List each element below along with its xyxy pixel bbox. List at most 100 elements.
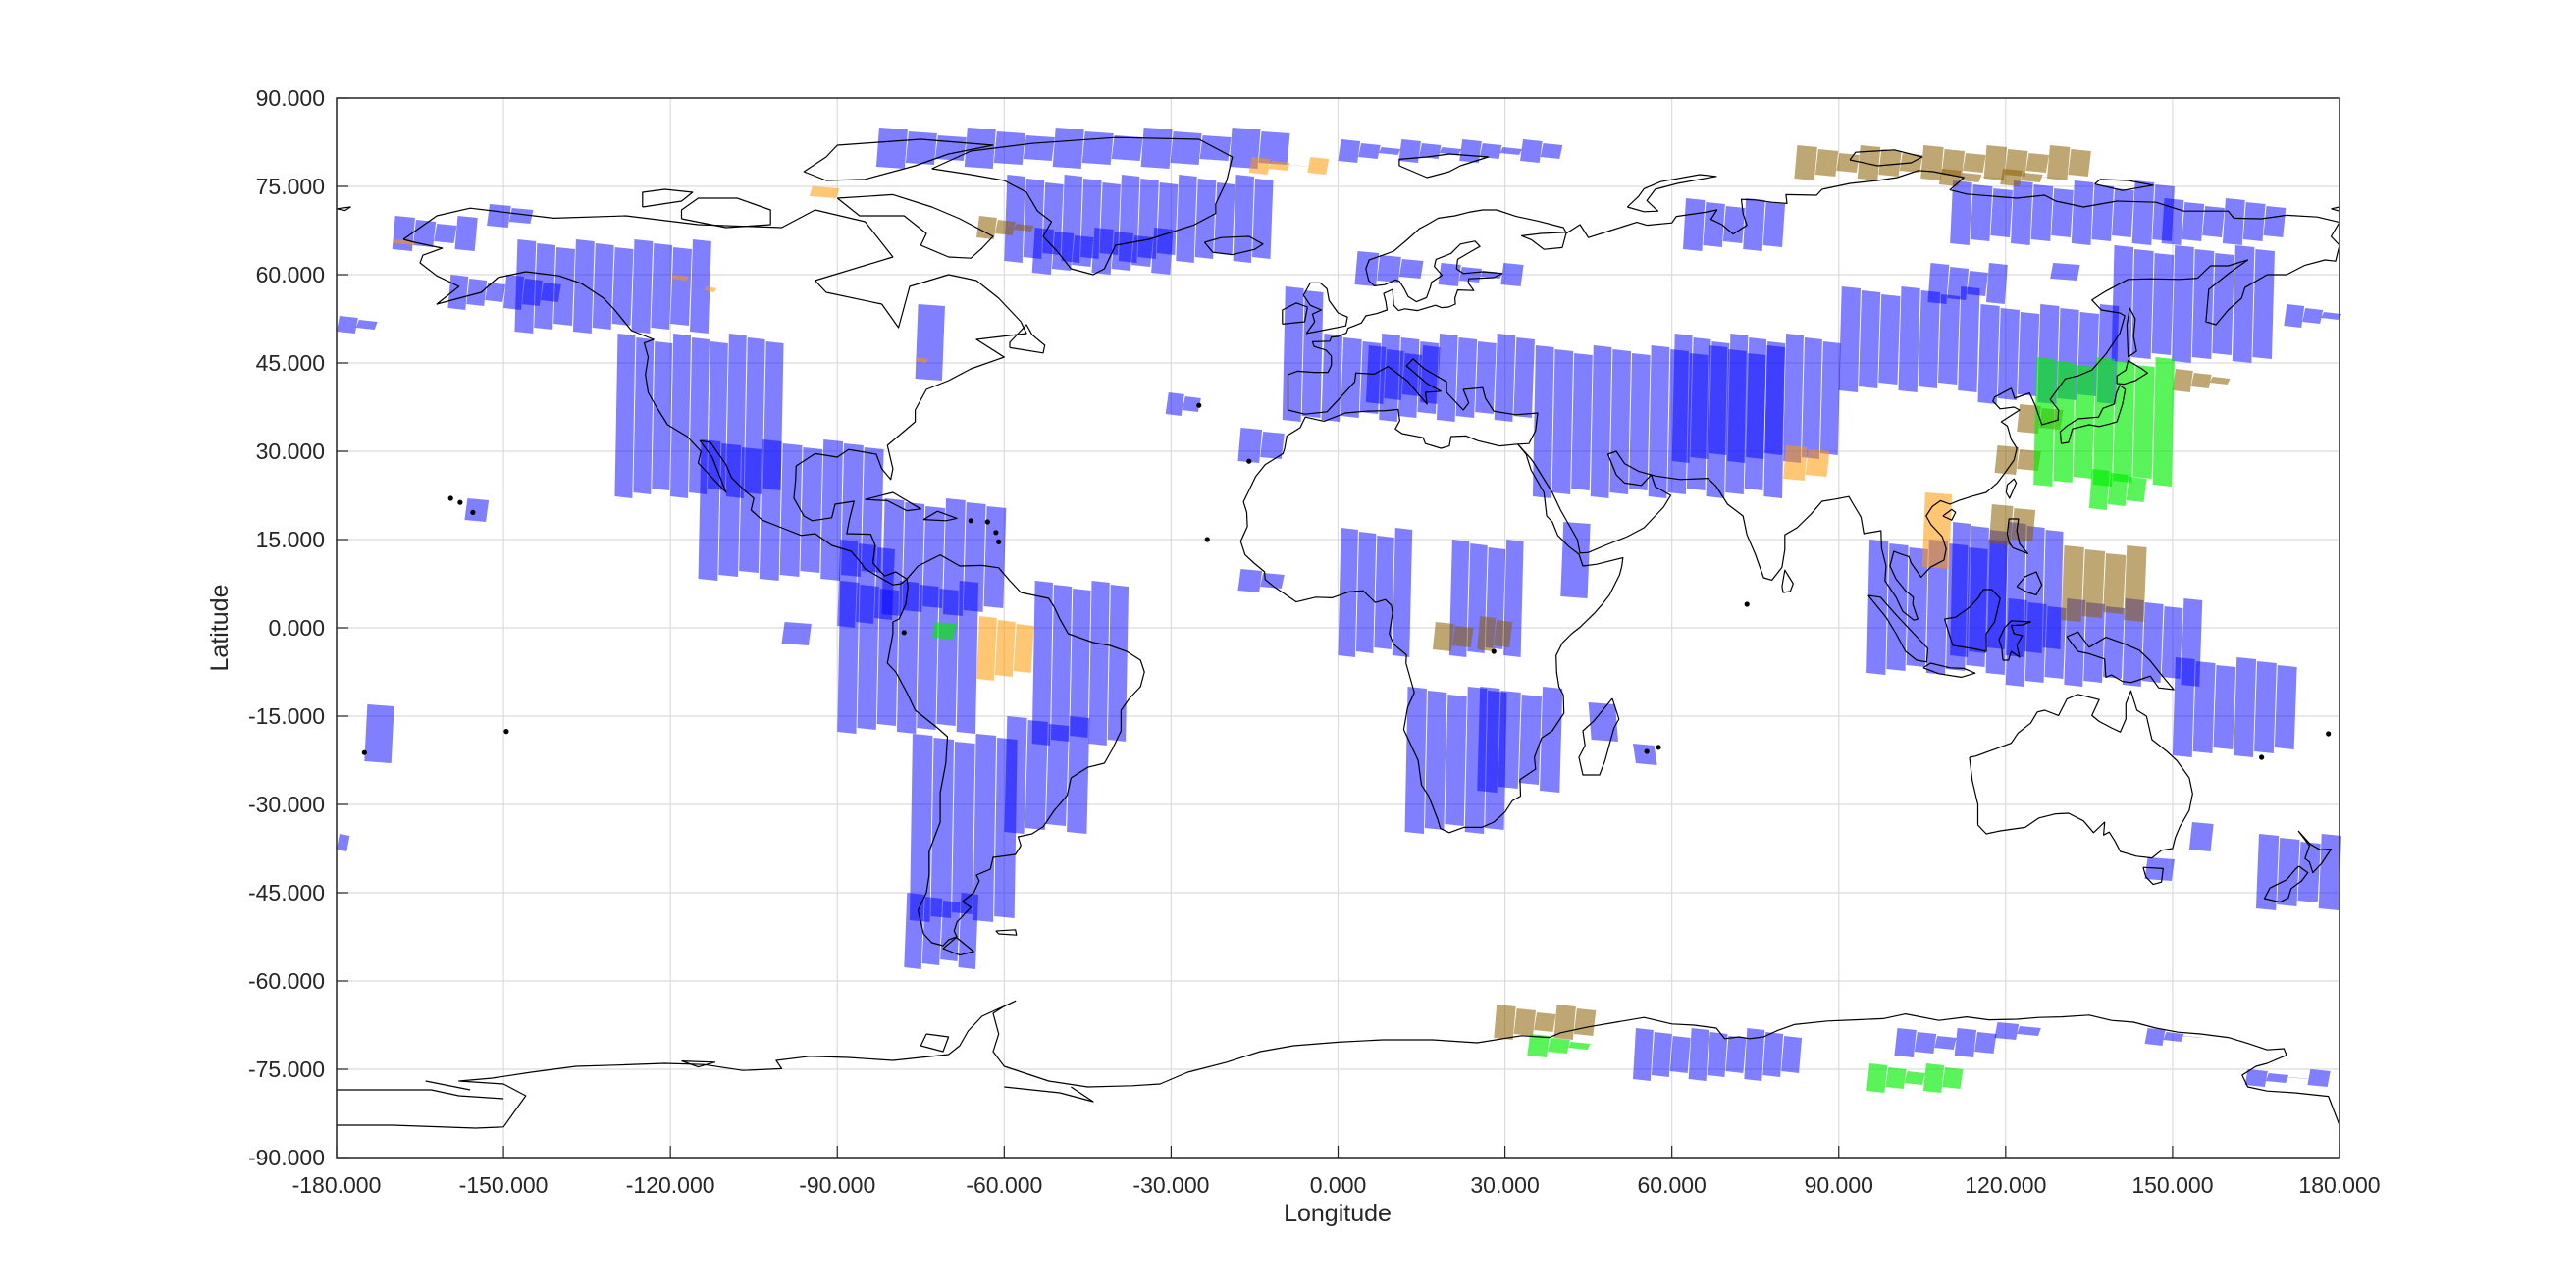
footprint-swath — [1942, 1067, 1964, 1089]
footprint-swath — [931, 622, 957, 640]
footprint-swath — [1248, 157, 1271, 175]
x-tick-label: -150.000 — [459, 1172, 549, 1198]
coastline — [1282, 302, 1308, 325]
footprint-swath — [994, 220, 1016, 235]
coastline — [1578, 697, 1620, 776]
coastline — [2066, 631, 2175, 691]
footprint-swath — [1170, 131, 1202, 165]
footprint-swath — [952, 742, 975, 914]
x-tick-label: -90.000 — [799, 1172, 875, 1198]
island-dot — [470, 509, 476, 516]
footprint-swath — [1648, 345, 1670, 498]
footprint-swath — [1970, 184, 1993, 241]
coastline — [1287, 170, 2340, 621]
footprint-swath — [651, 243, 673, 330]
footprint-swath — [973, 734, 997, 922]
coastline — [1922, 662, 1976, 678]
coastline — [2005, 478, 2018, 499]
footprint-series-green — [931, 357, 2175, 1093]
coastline — [2142, 866, 2164, 886]
footprint-swath — [2307, 1069, 2331, 1087]
footprint-swath — [1321, 334, 1343, 422]
footprint-swath — [1959, 173, 1982, 182]
footprint-swath — [2252, 249, 2275, 359]
footprint-swath — [1688, 1028, 1709, 1081]
footprint-swath — [936, 589, 959, 726]
y-tick-label: 0.000 — [268, 615, 325, 641]
footprint-swath — [1922, 1063, 1945, 1093]
coastline — [1781, 569, 1794, 593]
x-tick-label: -60.000 — [966, 1172, 1042, 1198]
footprint-swath — [1918, 290, 1940, 388]
footprint-swath — [1088, 581, 1110, 746]
footprint-swath — [1237, 428, 1263, 463]
footprint-swath — [1781, 1036, 1803, 1073]
footprint-swath — [921, 897, 943, 965]
footprint-swath — [1067, 716, 1090, 834]
footprint-swath — [1994, 445, 2020, 475]
footprint-swath — [1937, 294, 1961, 385]
footprint-swath — [1954, 1028, 1977, 1057]
footprint-swath — [1540, 143, 1563, 159]
island-dot — [1744, 601, 1750, 607]
footprint-swath — [1140, 128, 1173, 169]
footprint-swath — [1377, 255, 1401, 283]
footprint-swath — [759, 439, 782, 581]
footprint-swath — [1237, 569, 1263, 592]
footprint-swath — [614, 334, 636, 498]
coastline — [2059, 385, 2127, 444]
island-dot — [984, 519, 990, 525]
coastline — [680, 197, 771, 229]
footprint-swath — [1632, 1028, 1654, 1081]
footprint-swath — [2017, 312, 2040, 396]
footprint-swath — [1464, 687, 1488, 834]
footprint-swath — [1967, 271, 1988, 296]
footprint-swath — [1437, 334, 1458, 422]
footprint-swath — [704, 286, 717, 292]
y-tick-label: -90.000 — [248, 1145, 325, 1170]
footprint-swath — [1783, 334, 1804, 463]
footprint-swath — [2192, 661, 2216, 753]
coastline — [2094, 179, 2154, 191]
footprint-swath — [2234, 657, 2257, 757]
y-axis-label: Latitude — [206, 585, 234, 672]
coastline — [1626, 174, 1717, 213]
footprint-swath — [1455, 337, 1478, 418]
footprint-swath — [2141, 602, 2164, 683]
footprint-swath — [1420, 345, 1441, 404]
footprint-swath — [1683, 198, 1706, 251]
footprint-swath — [1378, 147, 1401, 155]
footprint-swath — [1986, 530, 2008, 649]
footprint-swath — [1744, 1028, 1765, 1081]
footprint-swath — [2321, 312, 2341, 320]
footprint-swath — [994, 620, 1016, 677]
coastline — [2016, 571, 2043, 595]
footprint-swath — [1499, 147, 1523, 155]
footprint-swath — [2297, 842, 2321, 902]
coastline — [836, 193, 994, 259]
footprint-swath — [1958, 286, 1980, 392]
footprint-swath — [1573, 1008, 1597, 1036]
footprint-swath — [1500, 263, 1524, 286]
footprint-swath — [1914, 1032, 1937, 1054]
footprint-swath — [2124, 545, 2147, 622]
footprint-swath — [956, 581, 978, 734]
coastline — [1203, 235, 1264, 256]
coastline — [337, 1089, 504, 1100]
footprint-swath — [1072, 235, 1094, 267]
island-dot — [447, 495, 453, 501]
footprint-swath — [592, 243, 614, 330]
footprint-swath — [2232, 245, 2255, 363]
footprint-swath — [781, 622, 812, 645]
island-dot — [996, 539, 1002, 545]
footprint-swath — [2131, 249, 2154, 359]
island-dot — [1491, 648, 1497, 654]
footprint-swath — [1819, 341, 1841, 455]
x-tick-label: 120.000 — [1965, 1172, 2046, 1198]
footprint-swath — [2091, 184, 2115, 241]
footprint-swath — [2209, 377, 2231, 385]
y-tick-label: 30.000 — [256, 438, 325, 464]
footprint-swath — [739, 447, 762, 573]
y-tick-label: -30.000 — [248, 792, 325, 817]
